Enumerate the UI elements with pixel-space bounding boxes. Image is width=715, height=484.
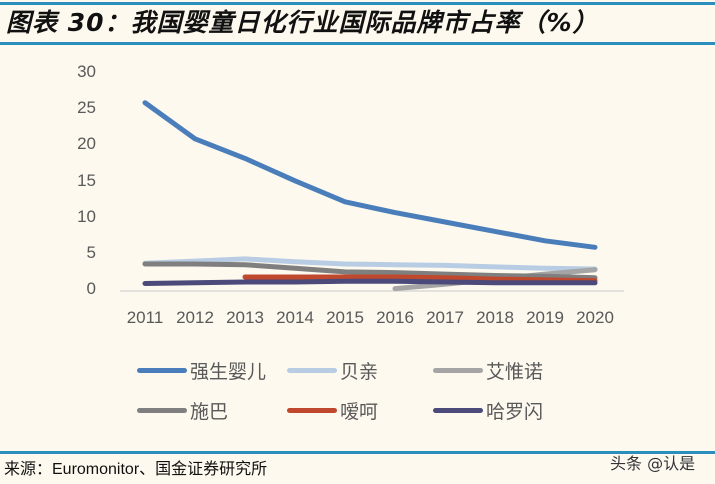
title-bottom-rule: [0, 42, 715, 45]
x-tick-label: 2012: [176, 308, 214, 327]
legend-swatch: [137, 367, 187, 373]
legend-item: 强生婴儿: [137, 358, 267, 383]
legend-swatch: [287, 407, 337, 413]
legend-label: 强生婴儿: [190, 360, 267, 383]
legend-swatch: [137, 407, 187, 413]
legend-label: 艾惟诺: [486, 360, 544, 383]
y-tick-label: 20: [77, 134, 96, 154]
x-tick-label: 2018: [476, 308, 514, 327]
y-tick-label: 25: [77, 98, 96, 118]
series-line: [142, 261, 598, 281]
footer-rule: [0, 451, 715, 454]
source-note: 来源：Euromonitor、国金证券研究所: [4, 461, 268, 478]
legend-item: 哈罗闪: [433, 398, 544, 423]
legend-swatch: [287, 367, 337, 373]
chart-title: 图表 30：我国婴童日化行业国际品牌市占率（%）: [6, 8, 599, 37]
legend-label: 哈罗闪: [486, 400, 544, 423]
x-tick-label: 2011: [126, 308, 164, 327]
x-tick-label: 2014: [276, 308, 314, 327]
top-rule: [0, 2, 715, 5]
y-tick-label: 0: [86, 279, 96, 298]
legend-item: 贝亲: [287, 358, 379, 383]
series-line: [242, 274, 598, 284]
legend-label: 贝亲: [340, 360, 379, 383]
legend-item: 艾惟诺: [433, 358, 544, 383]
legend-item: 嗳呵: [287, 398, 379, 423]
line-chart: 0 5 10 15 20 25 30 2011 2012 2013 2014 2015 2016 201…: [77, 62, 624, 423]
legend-label: 嗳呵: [340, 400, 379, 423]
plot-area: [120, 100, 624, 292]
y-tick-label: 5: [86, 242, 96, 262]
x-tick-label: 2015: [326, 308, 364, 327]
x-tick-label: 2019: [526, 308, 564, 327]
y-tick-label: 10: [77, 206, 96, 226]
legend-item: 施巴: [137, 398, 229, 423]
y-tick-label: 15: [77, 170, 96, 190]
legend-swatch: [433, 407, 483, 413]
x-tick-label: 2013: [226, 308, 264, 327]
watermark: 头条 @认是: [610, 454, 696, 473]
x-tick-label: 2017: [426, 308, 464, 327]
y-tick-label: 30: [77, 62, 96, 81]
legend-label: 施巴: [190, 400, 229, 423]
legend-swatch: [433, 367, 483, 373]
series-line: [142, 256, 598, 272]
series-line: [142, 278, 598, 286]
x-tick-label: 2020: [576, 308, 614, 327]
x-tick-label: 2016: [376, 308, 414, 327]
series-line: [142, 100, 598, 250]
